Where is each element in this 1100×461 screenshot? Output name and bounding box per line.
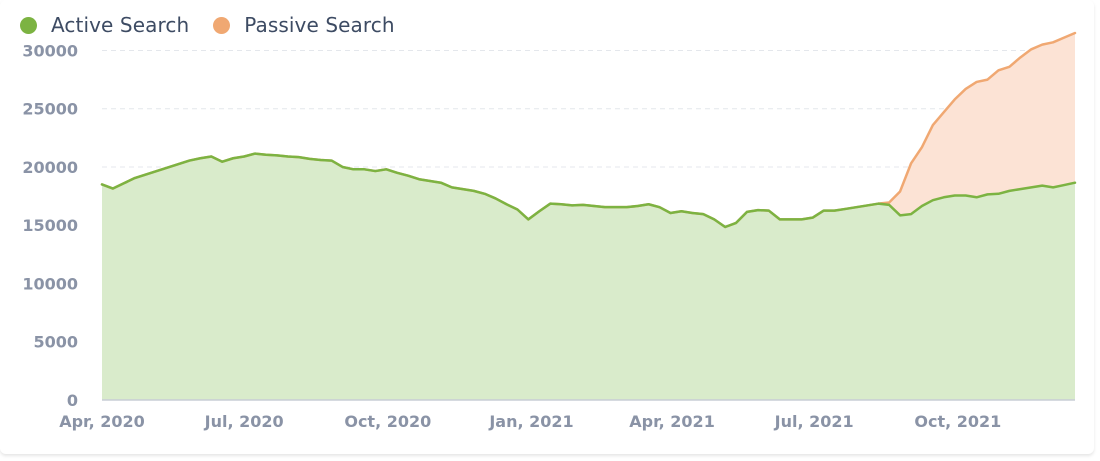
y-tick-label-20000: 20000 bbox=[22, 158, 78, 177]
area-active-search bbox=[102, 153, 1075, 400]
x-tick-label: Oct, 2020 bbox=[344, 412, 431, 431]
legend-swatch-passive-search bbox=[213, 16, 231, 34]
x-tick-label: Jul, 2020 bbox=[204, 412, 284, 431]
x-tick-label: Jul, 2021 bbox=[774, 412, 854, 431]
y-tick-label-0: 0 bbox=[67, 391, 78, 410]
y-tick-label-25000: 25000 bbox=[22, 100, 78, 119]
y-tick-label-30000: 30000 bbox=[22, 41, 78, 60]
y-tick-label-5000: 5000 bbox=[33, 333, 78, 352]
legend-item-passive-search[interactable]: Passive Search bbox=[213, 13, 395, 37]
x-tick-label: Apr, 2021 bbox=[629, 412, 715, 431]
legend-item-active-search[interactable]: Active Search bbox=[20, 13, 189, 37]
line-active-search bbox=[100, 152, 1077, 229]
y-tick-label-15000: 15000 bbox=[22, 216, 78, 235]
x-tick-label: Jan, 2021 bbox=[488, 412, 573, 431]
legend-label-passive-search: Passive Search bbox=[244, 13, 395, 37]
chart-legend: Active Search Passive Search bbox=[20, 12, 419, 38]
legend-label-active-search: Active Search bbox=[51, 13, 190, 37]
y-tick-label-10000: 10000 bbox=[22, 274, 78, 293]
x-tick-label: Oct, 2021 bbox=[914, 412, 1001, 431]
x-tick-label: Apr, 2020 bbox=[59, 412, 145, 431]
legend-swatch-active-search bbox=[20, 16, 37, 34]
